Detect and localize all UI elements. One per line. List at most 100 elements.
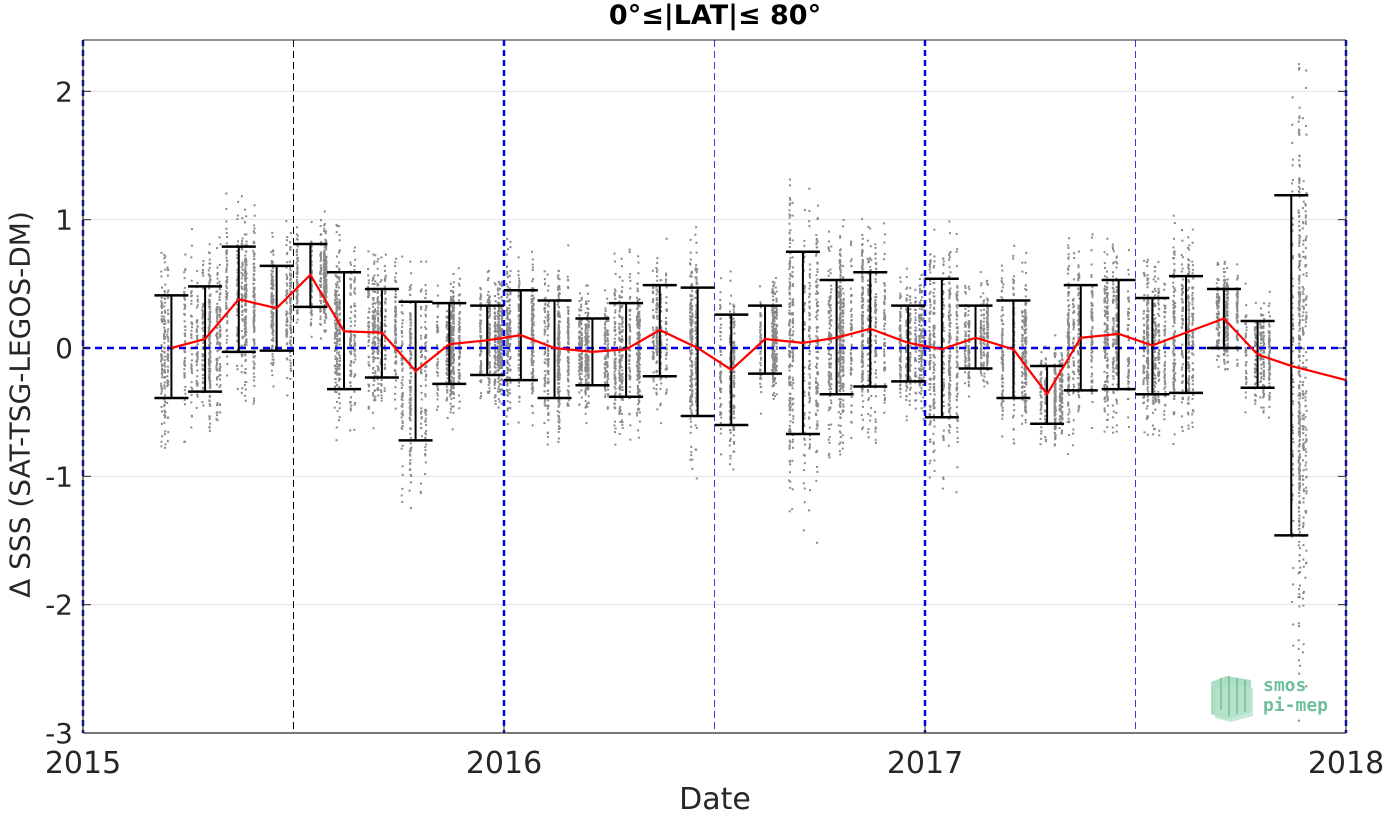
scatter-point — [518, 310, 521, 313]
scatter-point — [334, 345, 337, 348]
scatter-point — [244, 270, 247, 273]
scatter-point — [424, 336, 427, 339]
scatter-point — [245, 343, 248, 346]
scatter-point — [394, 265, 397, 268]
scatter-point — [401, 304, 404, 307]
scatter-point — [202, 386, 205, 389]
scatter-point — [334, 274, 337, 277]
scatter-point — [289, 272, 292, 275]
scatter-point — [505, 339, 508, 342]
scatter-point — [621, 321, 624, 324]
scatter-point — [557, 337, 560, 340]
scatter-point — [479, 354, 482, 357]
scatter-point — [449, 304, 452, 307]
scatter-point — [208, 316, 211, 319]
scatter-point — [225, 286, 228, 289]
scatter-point — [395, 379, 398, 382]
scatter-point — [395, 360, 398, 363]
scatter-point — [320, 277, 323, 280]
scatter-point — [207, 269, 210, 272]
scatter-point — [244, 334, 247, 337]
scatter-point — [202, 329, 205, 332]
scatter-point — [506, 423, 509, 426]
scatter-point — [252, 379, 255, 382]
scatter-point — [272, 279, 275, 282]
scatter-point — [517, 256, 520, 259]
scatter-point — [506, 318, 509, 321]
scatter-point — [497, 289, 500, 292]
scatter-point — [579, 364, 582, 367]
scatter-point — [410, 474, 413, 477]
scatter-point — [376, 357, 379, 360]
scatter-point — [408, 289, 411, 292]
scatter-point — [530, 371, 533, 374]
scatter-point — [160, 354, 163, 357]
scatter-point — [409, 313, 412, 316]
scatter-point — [479, 288, 482, 291]
scatter-point — [479, 327, 482, 330]
scatter-point — [335, 322, 338, 325]
scatter-point — [451, 354, 454, 357]
scatter-point — [271, 231, 274, 234]
scatter-point — [547, 373, 550, 376]
scatter-point — [160, 311, 163, 314]
scatter-point — [338, 298, 341, 301]
scatter-point — [163, 387, 166, 390]
scatter-point — [253, 344, 256, 347]
scatter-point — [557, 295, 560, 298]
scatter-point — [500, 343, 503, 346]
scatter-point — [517, 331, 520, 334]
scatter-point — [452, 314, 455, 317]
scatter-point — [216, 419, 219, 422]
scatter-point — [271, 358, 274, 361]
scatter-point — [252, 339, 255, 342]
scatter-point — [253, 328, 256, 331]
scatter-point — [215, 378, 218, 381]
scatter-point — [164, 400, 167, 403]
scatter-point — [494, 370, 497, 373]
scatter-point — [500, 285, 503, 288]
scatter-point — [450, 329, 453, 332]
scatter-point — [367, 292, 370, 295]
scatter-point — [335, 223, 338, 226]
scatter-point — [339, 312, 342, 315]
scatter-point — [372, 315, 375, 318]
scatter-point — [384, 329, 387, 332]
scatter-point — [354, 355, 357, 358]
scatter-point — [500, 296, 503, 299]
scatter-point — [446, 416, 449, 419]
scatter-point — [449, 299, 452, 302]
scatter-point — [436, 405, 439, 408]
scatter-point — [409, 314, 412, 317]
scatter-point — [480, 295, 483, 298]
scatter-point — [497, 308, 500, 311]
scatter-point — [410, 284, 413, 287]
scatter-point — [420, 416, 423, 419]
scatter-point — [270, 269, 273, 272]
scatter-point — [296, 298, 299, 301]
scatter-point — [376, 348, 379, 351]
scatter-point — [244, 368, 247, 371]
scatter-point — [196, 337, 199, 340]
scatter-point — [408, 489, 411, 492]
scatter-point — [161, 386, 164, 389]
scatter-point — [509, 392, 512, 395]
scatter-point — [384, 357, 387, 360]
scatter-point — [508, 307, 511, 310]
scatter-point — [618, 366, 621, 369]
scatter-point — [557, 365, 560, 368]
scatter-point — [557, 352, 560, 355]
scatter-point — [585, 353, 588, 356]
scatter-point — [244, 341, 247, 344]
scatter-point — [446, 396, 449, 399]
scatter-point — [353, 345, 356, 348]
scatter-point — [201, 363, 204, 366]
scatter-point — [252, 294, 255, 297]
scatter-point — [377, 309, 380, 312]
scatter-point — [499, 390, 502, 393]
scatter-point — [494, 324, 497, 327]
scatter-point — [494, 378, 497, 381]
scatter-point — [618, 327, 621, 330]
scatter-point — [253, 298, 256, 301]
scatter-point — [243, 309, 246, 312]
